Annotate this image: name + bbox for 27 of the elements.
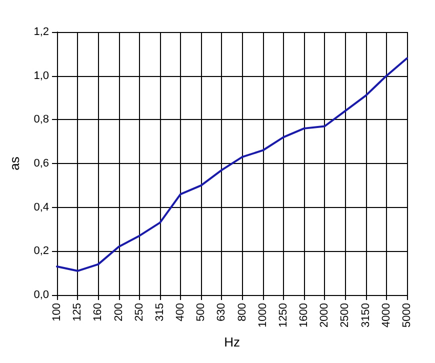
x-tick-label: 1250 <box>277 303 290 328</box>
x-tick-label: 4000 <box>380 303 392 328</box>
y-tick-label: 0,2 <box>34 245 49 258</box>
y-tick-label: 1,0 <box>34 70 49 82</box>
y-tick-label: 0,4 <box>34 201 49 214</box>
x-tick-label: 250 <box>133 303 146 322</box>
x-tick-label: 3150 <box>360 303 372 328</box>
x-tick-label: 400 <box>174 303 187 322</box>
x-tick-label: 500 <box>195 303 208 322</box>
y-tick-label: 1,2 <box>34 26 49 38</box>
x-tick-label: 125 <box>72 303 84 322</box>
x-tick-label: 1000 <box>256 303 269 328</box>
x-tick-label: 5000 <box>401 303 413 328</box>
x-tick-label: 160 <box>92 303 104 322</box>
y-axis-title: as <box>7 156 22 170</box>
y-tick-label: 0,0 <box>34 289 49 301</box>
x-tick-label: 100 <box>51 303 63 322</box>
y-tick-label: 0,8 <box>34 114 49 126</box>
y-tick-label: 0,6 <box>34 158 49 170</box>
x-tick-label: 630 <box>216 303 228 322</box>
x-tick-label: 1600 <box>298 303 310 328</box>
x-tick-label: 315 <box>154 303 166 322</box>
x-tick-label: 800 <box>236 303 248 322</box>
x-tick-label: 2000 <box>318 303 331 328</box>
x-tick-label: 2500 <box>339 303 352 328</box>
x-tick-label: 200 <box>112 303 125 322</box>
x-axis-title: Hz <box>224 334 240 350</box>
